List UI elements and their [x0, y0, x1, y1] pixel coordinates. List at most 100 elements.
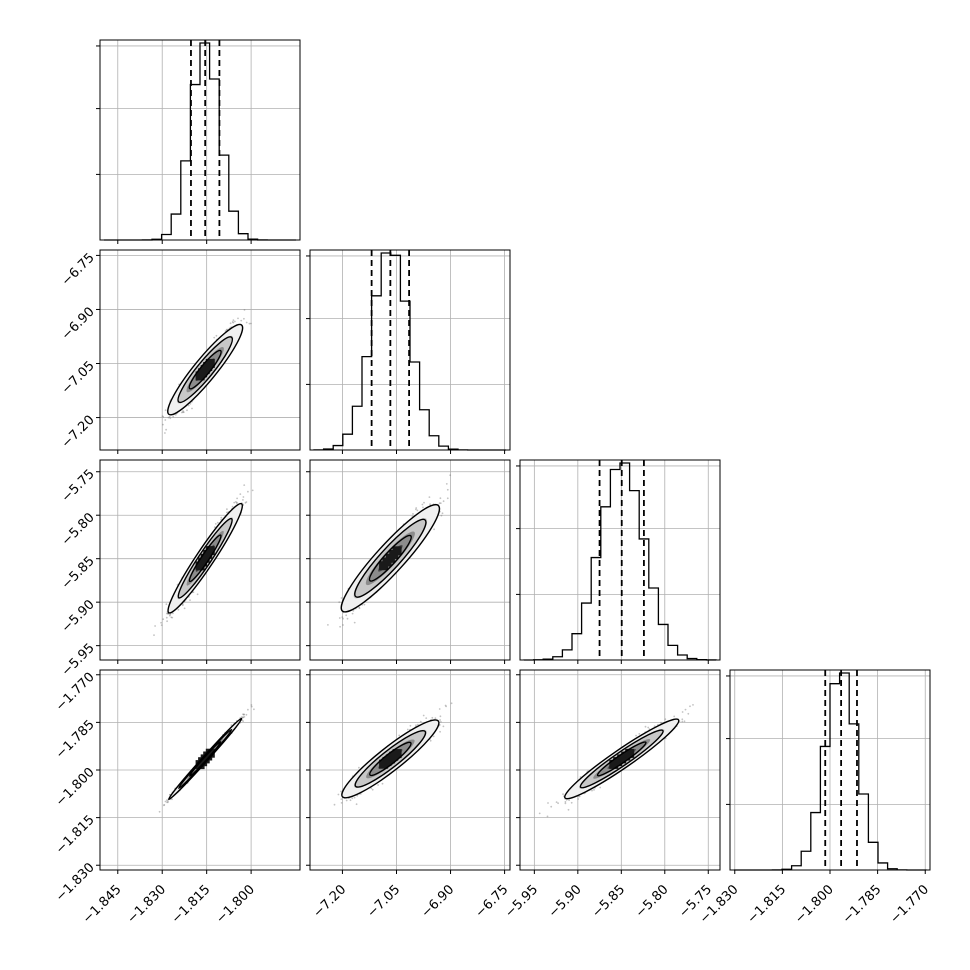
sample-point	[165, 428, 168, 431]
panel-content	[310, 670, 510, 870]
sample-point	[171, 798, 173, 801]
sample-point	[340, 802, 343, 804]
sample-point	[441, 512, 444, 515]
y-tick-label: −5.90	[59, 597, 98, 636]
sample-point	[442, 725, 445, 728]
contour-line	[354, 518, 427, 598]
sample-point	[245, 713, 248, 716]
sample-point	[450, 702, 453, 705]
sample-point	[419, 720, 422, 723]
scatter-panel-3-2	[306, 459, 511, 664]
sample-point	[358, 607, 361, 610]
sample-point	[431, 716, 434, 719]
sample-point	[243, 309, 246, 311]
x-tick-label: −5.95	[502, 882, 541, 921]
x-tick-label: −1.800	[792, 882, 837, 927]
x-tick-label: −1.830	[124, 882, 169, 927]
sample-point	[244, 501, 247, 504]
sample-point	[327, 624, 329, 626]
sample-point	[240, 319, 243, 322]
sample-point	[243, 713, 245, 716]
sample-point	[681, 711, 684, 713]
sample-point	[229, 322, 232, 325]
sample-point	[243, 713, 246, 716]
sample-point	[338, 617, 341, 619]
sample-point	[415, 724, 417, 727]
sample-point	[165, 616, 168, 619]
sample-point	[169, 614, 171, 617]
sample-point	[444, 704, 447, 707]
contour-line	[579, 729, 664, 789]
sample-point	[165, 603, 168, 606]
sample-point	[167, 801, 169, 804]
sample-point	[213, 336, 216, 339]
sample-point	[415, 507, 418, 509]
x-tick-label: −6.75	[473, 882, 512, 921]
sample-point	[340, 790, 342, 793]
sample-point	[338, 601, 341, 604]
sample-point	[446, 488, 449, 491]
panel-frame	[99, 39, 301, 241]
sample-point	[235, 501, 238, 504]
sample-point	[164, 800, 167, 803]
sample-point	[432, 735, 435, 738]
panel-frame	[729, 669, 931, 871]
contour-line	[564, 718, 680, 800]
sample-point	[673, 715, 676, 718]
sample-point	[337, 793, 340, 796]
sample-point	[243, 484, 246, 486]
sample-point	[439, 497, 442, 500]
panel-content	[310, 460, 510, 660]
y-tick-label: −1.830	[53, 860, 98, 905]
sample-point	[183, 607, 186, 610]
x-tick-label: −1.770	[887, 882, 932, 927]
sample-point	[358, 606, 361, 609]
scatter-panel-2-1	[96, 249, 301, 454]
scatter-panel-3-1	[96, 459, 301, 664]
y-tick-label: −1.770	[53, 670, 98, 715]
sample-point	[570, 801, 573, 804]
sample-point	[406, 728, 409, 731]
sample-point	[186, 409, 188, 412]
sample-point	[220, 516, 223, 519]
sample-point	[172, 612, 174, 615]
x-tick-label: −6.90	[419, 882, 458, 921]
histogram-panel-3	[516, 459, 721, 664]
sample-point	[215, 334, 218, 337]
histogram-panel-2	[306, 249, 511, 454]
sample-point	[162, 423, 164, 426]
sample-point	[170, 616, 173, 619]
x-tick-label: −5.85	[589, 882, 628, 921]
sample-point	[166, 801, 168, 804]
contour-line	[168, 717, 243, 801]
sample-point	[635, 734, 637, 737]
sample-point	[412, 513, 414, 515]
contour-line	[188, 349, 222, 390]
contour-line	[188, 534, 222, 583]
sample-point	[352, 609, 355, 612]
y-tick-label: −6.90	[59, 305, 98, 344]
x-tick-label: −1.800	[213, 882, 258, 927]
sample-point	[181, 604, 184, 607]
sample-point	[342, 617, 344, 620]
sample-point	[422, 506, 424, 509]
x-tick-label: −1.845	[80, 882, 125, 927]
sample-point	[409, 724, 412, 727]
sample-point	[562, 793, 564, 795]
panel-frame	[309, 459, 511, 661]
density-cell	[392, 749, 402, 759]
sample-point	[167, 416, 170, 419]
panel-frame	[99, 669, 301, 871]
sample-point	[689, 705, 691, 708]
sample-point	[421, 503, 424, 506]
sample-point	[242, 716, 245, 719]
sample-point	[550, 805, 553, 808]
y-tick-label: −5.95	[59, 641, 98, 680]
sample-point	[438, 708, 441, 710]
sample-point	[163, 804, 166, 806]
sample-point	[341, 616, 344, 618]
contour-line	[596, 741, 647, 777]
sample-point	[225, 328, 228, 331]
sample-point	[429, 503, 431, 506]
sample-point	[422, 714, 425, 717]
